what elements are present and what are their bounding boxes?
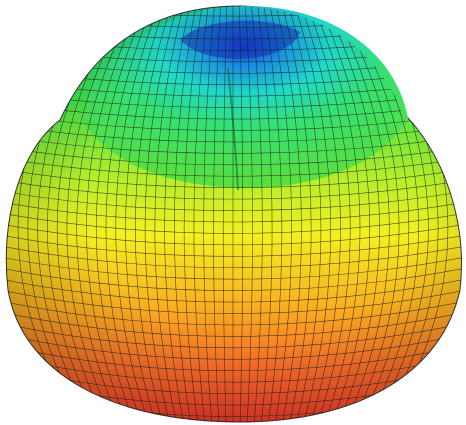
shading: [6, 6, 462, 422]
surface-render: [5, 5, 462, 423]
page: (() => { JSON.parse(document.getElementB…: [5, 5, 462, 423]
